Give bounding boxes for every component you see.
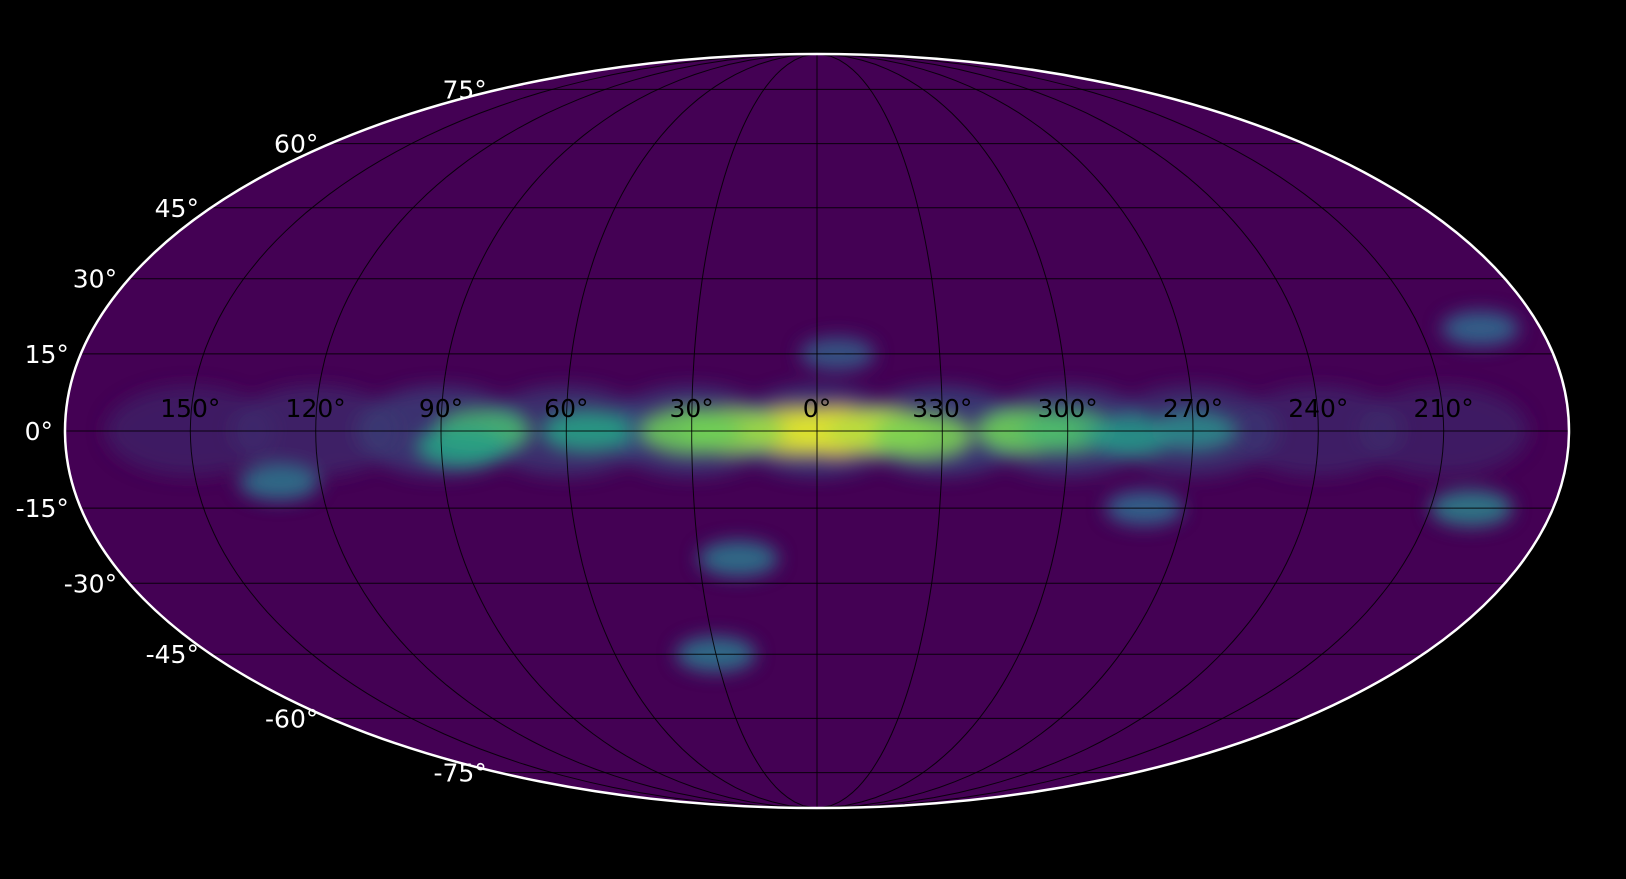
longitude-tick-label: 120° [286,394,346,423]
intensity-peak [238,464,319,501]
latitude-tick-label: -15° [16,494,69,523]
latitude-tick-label: 45° [155,194,199,223]
longitude-tick-label: 210° [1414,394,1474,423]
latitude-tick-label: 30° [73,265,117,294]
latitude-tick-label: -60° [265,704,318,733]
latitude-tick-label: -30° [64,569,117,598]
meridian-line [816,54,1069,808]
latitude-tick-label: 15° [25,340,69,369]
latitude-tick-labels: 75° 60° 45° 30° 15° 0° -15° -30° -45° -60° -75° [16,75,487,787]
latitude-tick-label: 75° [442,75,486,104]
longitude-tick-label: 90° [419,394,463,423]
latitude-tick-label: -45° [146,640,199,669]
latitude-tick-label: 60° [274,130,318,159]
latitude-tick-label: -75° [433,759,486,788]
intensity-peak [417,426,508,467]
longitude-tick-label: 330° [912,394,972,423]
meridian-line [816,54,1319,808]
meridian-line [189,54,818,808]
meridian-line [565,54,818,808]
meridian-line [816,54,943,808]
latitude-tick-label: 0° [25,417,53,446]
meridian-line [315,54,818,808]
meridian-line [440,54,818,808]
longitude-tick-label: 300° [1038,394,1098,423]
intensity-peak [1441,310,1520,346]
longitude-tick-label: 0° [803,394,831,423]
intensity-peak [698,540,779,577]
longitude-tick-label: 270° [1163,394,1223,423]
longitude-tick-label: 150° [160,394,220,423]
map-frame [63,52,1571,810]
meridian-line [816,54,1445,808]
longitude-tick-label: 240° [1288,394,1348,423]
longitude-tick-label: 60° [544,394,588,423]
intensity-peak [870,413,972,459]
longitude-tick-label: 30° [670,394,714,423]
meridian-line [691,54,818,808]
meridian-line [816,54,1194,808]
longitude-tick-labels: 150° 120° 90° 60° 30° 0° 330° 300° 270° 240° 210° [160,394,1474,423]
